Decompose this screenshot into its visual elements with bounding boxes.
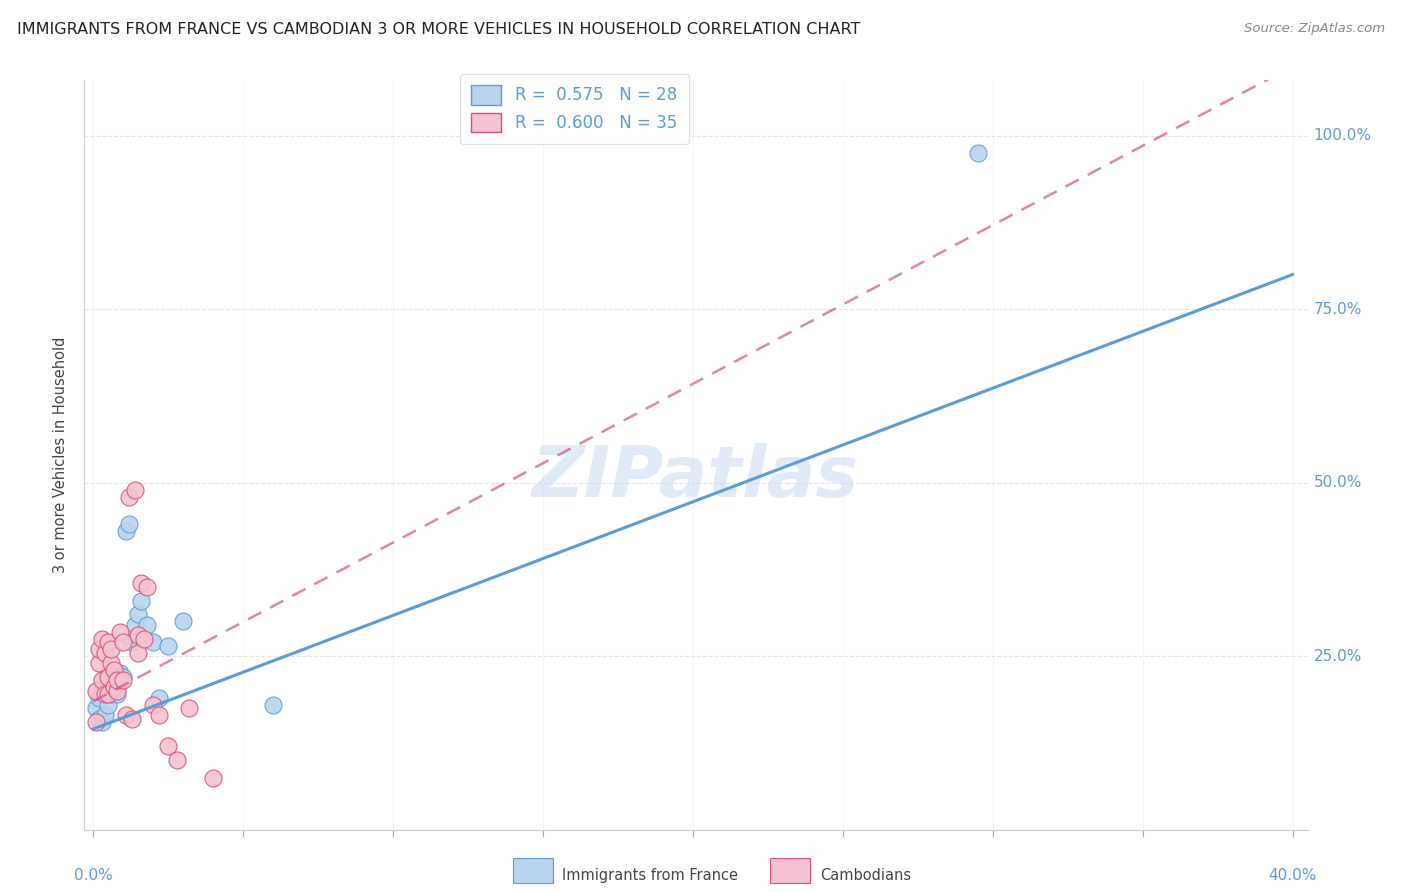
Text: 75.0%: 75.0% — [1313, 301, 1362, 317]
Point — [115, 708, 138, 723]
Point — [89, 712, 111, 726]
Point — [112, 635, 135, 649]
Point — [115, 524, 138, 539]
Point — [121, 635, 143, 649]
Point — [166, 753, 188, 767]
Point — [94, 708, 117, 723]
Point — [91, 673, 114, 688]
Point — [97, 670, 120, 684]
Point — [86, 683, 108, 698]
Text: 50.0%: 50.0% — [1313, 475, 1362, 491]
Point — [142, 635, 165, 649]
Text: Cambodians: Cambodians — [820, 869, 911, 883]
Point — [97, 687, 120, 701]
Point — [112, 673, 135, 688]
Point — [112, 670, 135, 684]
Point — [118, 517, 141, 532]
Text: 0.0%: 0.0% — [75, 869, 112, 883]
Point — [105, 687, 128, 701]
Text: 100.0%: 100.0% — [1313, 128, 1372, 144]
Point — [103, 663, 125, 677]
Text: ZIPatlas: ZIPatlas — [533, 443, 859, 512]
Point — [91, 632, 114, 646]
Text: Immigrants from France: Immigrants from France — [562, 869, 738, 883]
Point — [97, 698, 120, 712]
Point — [97, 666, 120, 681]
Point — [91, 683, 114, 698]
Point — [131, 593, 153, 607]
Point — [124, 618, 146, 632]
Point — [100, 642, 122, 657]
Text: 40.0%: 40.0% — [1268, 869, 1317, 883]
Point — [127, 607, 149, 622]
Text: Source: ZipAtlas.com: Source: ZipAtlas.com — [1244, 22, 1385, 36]
Point — [127, 628, 149, 642]
Point — [136, 618, 159, 632]
Point — [89, 656, 111, 670]
Point — [172, 615, 194, 629]
Point — [157, 639, 180, 653]
Point — [131, 576, 153, 591]
Point — [89, 642, 111, 657]
Point — [142, 698, 165, 712]
Point — [97, 635, 120, 649]
Point — [94, 646, 117, 660]
Y-axis label: 3 or more Vehicles in Household: 3 or more Vehicles in Household — [53, 337, 69, 573]
Point — [103, 681, 125, 695]
Point — [94, 677, 117, 691]
Legend: R =  0.575   N = 28, R =  0.600   N = 35: R = 0.575 N = 28, R = 0.600 N = 35 — [460, 74, 689, 144]
Point — [118, 490, 141, 504]
Point — [100, 656, 122, 670]
Point — [100, 687, 122, 701]
Point — [121, 712, 143, 726]
Point — [148, 690, 170, 705]
Point — [262, 698, 284, 712]
Point — [105, 673, 128, 688]
Point — [86, 714, 108, 729]
Point — [100, 663, 122, 677]
Point — [966, 146, 988, 161]
Point — [136, 580, 159, 594]
Point — [127, 646, 149, 660]
Point — [105, 683, 128, 698]
Point — [148, 708, 170, 723]
Point — [103, 673, 125, 688]
Point — [86, 701, 108, 715]
Point — [134, 632, 156, 646]
Point — [157, 739, 180, 754]
Point — [91, 714, 114, 729]
Text: 25.0%: 25.0% — [1313, 648, 1362, 664]
Point — [179, 701, 201, 715]
Point — [202, 771, 225, 785]
Point — [110, 666, 132, 681]
Point — [124, 483, 146, 497]
Text: IMMIGRANTS FROM FRANCE VS CAMBODIAN 3 OR MORE VEHICLES IN HOUSEHOLD CORRELATION : IMMIGRANTS FROM FRANCE VS CAMBODIAN 3 OR… — [17, 22, 860, 37]
Point — [110, 624, 132, 639]
Point — [89, 690, 111, 705]
Point — [94, 687, 117, 701]
